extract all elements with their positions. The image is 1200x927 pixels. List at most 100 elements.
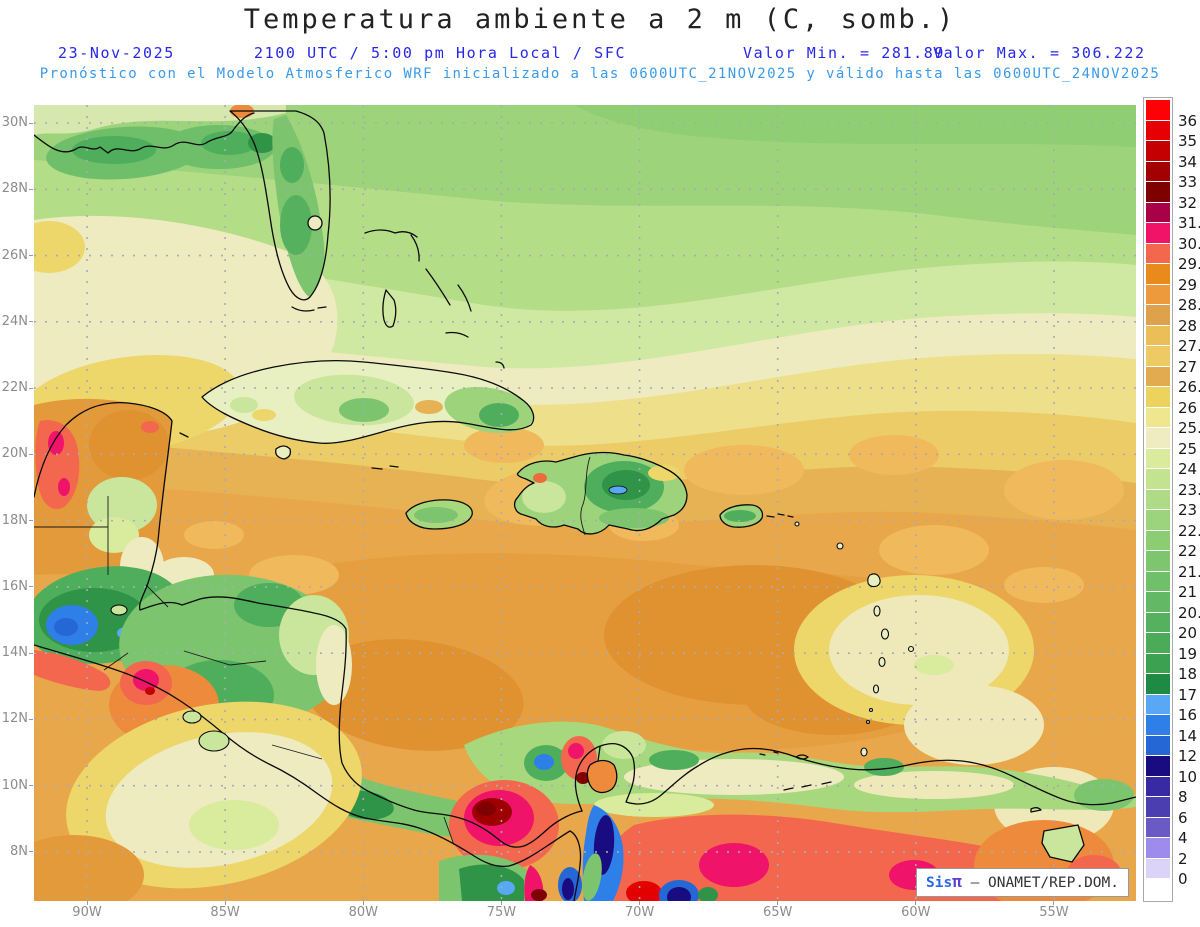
valid-time: 2100 UTC / 5:00 pm Hora Local / SFC	[254, 44, 627, 62]
nicaragua-lakes	[110, 604, 230, 752]
lon-label: 65W	[762, 905, 793, 920]
watermark-org: ONAMET/REP.DOM.	[988, 875, 1119, 891]
abc-islands	[759, 751, 832, 791]
lat-label: 24N	[1, 313, 28, 329]
colorbar-cell	[1146, 100, 1170, 120]
cozumel	[179, 432, 189, 438]
colorbar-cell	[1146, 366, 1170, 386]
colorbar-tick-label: 2	[1178, 849, 1188, 868]
florida-keys	[291, 306, 327, 312]
lon-label: 60W	[901, 905, 931, 920]
colorbar-cell	[1146, 284, 1170, 304]
colorbar-tick-label: 6	[1178, 808, 1188, 827]
lon-label: 85W	[210, 905, 240, 920]
trinidad-coastline	[1041, 824, 1085, 863]
colorbar-cell	[1146, 120, 1170, 140]
colorbar-cell	[1146, 858, 1170, 878]
colorbar-cell	[1146, 715, 1170, 735]
lon-tick	[1053, 901, 1055, 905]
lat-tick	[29, 851, 33, 853]
colorbar-cell	[1146, 653, 1170, 673]
lake-izabal	[110, 604, 128, 616]
colorbar-tick-label: 35	[1178, 132, 1198, 150]
cayman-islands	[371, 465, 399, 470]
lat-tick	[29, 387, 33, 389]
lat-tick	[29, 785, 33, 787]
colorbar-cell	[1146, 407, 1170, 427]
colorbar-tick-label: 19	[1178, 644, 1198, 663]
lon-label: 55W	[1039, 905, 1069, 920]
colorbar-cell	[1146, 776, 1170, 796]
colorbar-cell	[1146, 510, 1170, 530]
lon-label: 90W	[72, 905, 102, 920]
lat-label: 26N	[1, 247, 28, 263]
colorbar-cell	[1146, 161, 1170, 181]
colorbar-cell	[1146, 325, 1170, 345]
central-america-coastline	[34, 401, 583, 848]
colorbar-tick-label: 12	[1178, 747, 1198, 765]
lat-label: 18N	[1, 512, 28, 528]
colorbar-tick-label: 30.7	[1178, 234, 1200, 253]
colorbar-cell	[1146, 387, 1170, 407]
colorbar-cell	[1146, 879, 1170, 899]
virgin-islands	[766, 513, 794, 518]
lon-label: 80W	[348, 905, 378, 920]
lat-tick	[29, 255, 33, 257]
lon-tick	[362, 901, 364, 905]
lat-tick	[29, 652, 33, 654]
colorbar-cell	[1146, 694, 1170, 714]
colorbar-tick-label: 34	[1178, 152, 1198, 171]
pacific-coastline	[34, 644, 582, 901]
colorbar-cell	[1146, 633, 1170, 653]
colorbar-tick-label: 20	[1178, 624, 1198, 642]
lat-label: 22N	[1, 380, 28, 396]
colorbar-cell	[1146, 182, 1170, 202]
header-line: 23-Nov-2025 2100 UTC / 5:00 pm Hora Loca…	[0, 44, 1200, 64]
colorbar-cell	[1146, 674, 1170, 694]
lake-maracaibo	[586, 759, 618, 794]
colorbar-tick-label: 21.5	[1178, 562, 1200, 581]
lon-label: 75W	[486, 905, 517, 920]
lat-tick	[29, 520, 33, 522]
tobago	[1030, 807, 1042, 813]
colorbar-cell	[1146, 141, 1170, 161]
colorbar	[1143, 97, 1173, 902]
colorbar-cell	[1146, 797, 1170, 817]
valid-date: 23-Nov-2025	[58, 44, 175, 62]
lon-tick	[500, 901, 502, 905]
florida-coastline	[229, 110, 331, 301]
lat-tick	[29, 453, 33, 455]
colorbar-tick-label: 4	[1178, 829, 1188, 847]
page-title: Temperatura ambiente a 2 m (C, somb.)	[243, 4, 957, 35]
watermark-brand: Sis	[926, 875, 953, 891]
colorbar-cell	[1146, 223, 1170, 243]
lat-tick	[29, 122, 33, 124]
colorbar-tick-label: 31.5	[1178, 214, 1200, 232]
lat-tick	[29, 321, 33, 323]
colorbar-tick-label: 23.5	[1178, 480, 1200, 499]
colorbar-cell	[1146, 592, 1170, 612]
colorbar-tick-label: 10	[1178, 767, 1198, 786]
lat-tick	[29, 718, 33, 720]
colorbar-tick-label: 26.5	[1178, 378, 1200, 396]
lat-label: 12N	[1, 711, 28, 727]
colorbar-cell	[1146, 202, 1170, 222]
lat-label: 30N	[1, 115, 28, 130]
colorbar-tick-label: 33	[1178, 173, 1198, 191]
colorbar-cell	[1146, 305, 1170, 325]
coastlines	[34, 110, 1136, 901]
lon-tick	[86, 901, 88, 905]
hispaniola-coastline	[513, 451, 688, 535]
lake-enriquillo	[608, 485, 628, 495]
colorbar-cell	[1146, 264, 1170, 284]
colorbar-cell	[1146, 530, 1170, 550]
watermark-pi-symbol: π	[952, 872, 962, 891]
colorbar-tick-label: 28.5	[1178, 296, 1200, 314]
map-canvas	[34, 105, 1136, 901]
colorbar-tick-label: 14	[1178, 726, 1198, 745]
colorbar-tick-label: 0	[1178, 870, 1188, 888]
colorbar-tick-label: 24	[1178, 460, 1198, 478]
lake-okeechobee	[307, 215, 323, 231]
colorbar-tick-label: 29	[1178, 275, 1198, 294]
